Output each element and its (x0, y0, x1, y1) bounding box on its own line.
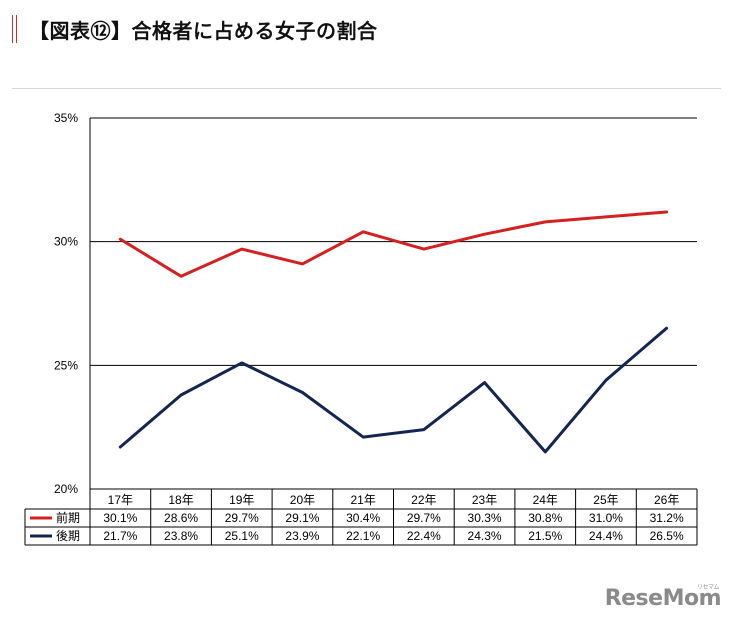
data-label: 22.1% (346, 529, 380, 543)
x-tick-label: 21年 (350, 493, 375, 507)
x-tick-label: 22年 (411, 493, 436, 507)
x-tick-label: 17年 (108, 493, 133, 507)
page-title: 【図表⑫】合格者に占める女子の割合 (29, 18, 378, 43)
x-tick-label: 23年 (472, 493, 497, 507)
x-tick-label: 26年 (654, 493, 679, 507)
data-label: 23.8% (164, 529, 198, 543)
data-label: 31.0% (589, 511, 623, 525)
data-label: 30.4% (346, 511, 380, 525)
data-label: 23.9% (285, 529, 319, 543)
data-label: 31.2% (650, 511, 684, 525)
x-tick-label: 25年 (593, 493, 618, 507)
title-accent-bar (12, 15, 17, 43)
x-tick-label: 20年 (290, 493, 315, 507)
series-line-back (118, 326, 669, 454)
legend-label: 後期 (56, 529, 80, 543)
data-label: 21.5% (528, 529, 562, 543)
data-label: 24.3% (468, 529, 502, 543)
x-tick-label: 19年 (229, 493, 254, 507)
x-tick-label: 24年 (533, 493, 558, 507)
data-label: 30.8% (528, 511, 562, 525)
title-divider (12, 88, 721, 89)
series-line-front (118, 210, 669, 278)
data-label: 25.1% (225, 529, 259, 543)
legend-label: 前期 (56, 510, 80, 525)
data-label: 21.7% (103, 529, 137, 543)
title-bar: 【図表⑫】合格者に占める女子の割合 (12, 14, 378, 44)
data-label: 29.7% (225, 511, 259, 525)
y-tick-label: 20% (54, 482, 78, 496)
y-tick-label: 30% (54, 235, 78, 249)
data-label: 22.4% (407, 529, 441, 543)
data-label: 24.4% (589, 529, 623, 543)
data-label: 30.3% (468, 511, 502, 525)
data-label: 28.6% (164, 511, 198, 525)
y-tick-label: 35% (54, 111, 78, 125)
data-label: 26.5% (650, 529, 684, 543)
x-tick-label: 18年 (168, 493, 193, 507)
data-label: 29.1% (285, 511, 319, 525)
data-label: 29.7% (407, 511, 441, 525)
data-label: 30.1% (103, 511, 137, 525)
resemom-logo: ReseMom リセマム (604, 584, 722, 611)
y-tick-label: 25% (54, 358, 78, 372)
